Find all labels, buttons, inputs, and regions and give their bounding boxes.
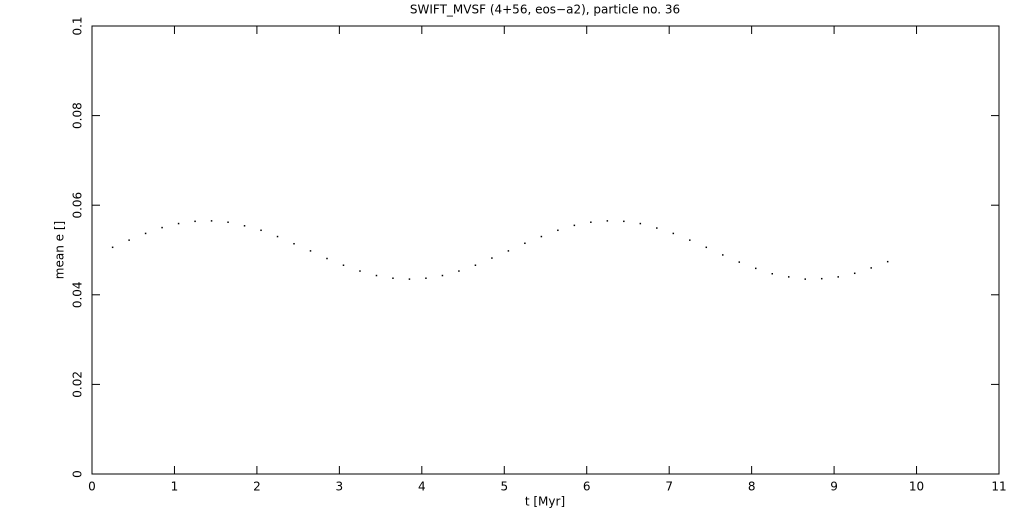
data-point — [639, 222, 642, 225]
data-point — [573, 224, 576, 227]
x-tick-label: 0 — [88, 480, 96, 494]
data-point — [491, 257, 493, 259]
data-point — [507, 250, 510, 252]
data-point — [738, 261, 741, 263]
x-tick-label: 9 — [830, 480, 838, 494]
data-point — [755, 267, 757, 270]
data-point — [425, 277, 427, 279]
data-point — [458, 270, 460, 272]
data-point — [837, 276, 839, 278]
chart-title: SWIFT_MVSF (4+56, eos−a2), particle no. … — [410, 3, 680, 17]
x-tick-label: 10 — [909, 480, 924, 494]
data-point — [243, 225, 246, 227]
data-point — [474, 264, 477, 266]
data-point — [161, 226, 163, 229]
data-point — [276, 235, 279, 238]
data-point — [557, 229, 559, 232]
x-tick-label: 1 — [171, 480, 179, 494]
data-point — [128, 239, 130, 241]
data-point — [408, 278, 411, 280]
data-point — [787, 276, 790, 278]
data-point — [293, 242, 295, 245]
y-tick-label: 0.02 — [71, 371, 85, 398]
data-point — [392, 277, 394, 279]
data-point — [623, 220, 625, 223]
plot-frame — [91, 25, 1000, 475]
data-point — [656, 227, 658, 229]
x-tick-label: 3 — [336, 480, 344, 494]
x-tick-label: 7 — [665, 480, 673, 494]
data-point — [804, 278, 806, 280]
y-tick-label: 0.06 — [71, 192, 85, 219]
data-point — [820, 277, 823, 280]
data-point — [524, 242, 526, 245]
data-point — [870, 267, 872, 269]
x-tick-label: 5 — [500, 480, 508, 494]
data-point — [853, 272, 856, 275]
y-tick-label: 0 — [71, 470, 85, 478]
data-point — [441, 274, 444, 277]
data-point — [260, 229, 262, 232]
data-point — [177, 222, 180, 225]
data-point — [771, 272, 773, 275]
data-point — [359, 270, 361, 272]
data-point — [606, 220, 609, 222]
data-point — [590, 221, 592, 223]
x-tick-label: 4 — [418, 480, 426, 494]
data-point — [326, 257, 328, 260]
x-tick-label: 6 — [583, 480, 591, 494]
data-point — [342, 264, 345, 266]
x-tick-label: 2 — [253, 480, 261, 494]
data-point — [111, 246, 114, 249]
data-point — [540, 235, 543, 238]
data-point — [144, 232, 147, 235]
data-point — [672, 232, 675, 235]
data-point — [722, 254, 724, 256]
x-tick-label: 8 — [748, 480, 756, 494]
x-axis-label: t [Myr] — [525, 495, 565, 509]
data-point — [210, 220, 213, 222]
y-tick-label: 0.04 — [71, 281, 85, 308]
y-tick-label: 0.1 — [71, 16, 85, 35]
data-point — [886, 260, 889, 263]
data-point — [375, 274, 378, 277]
data-point — [227, 221, 229, 223]
data-point — [194, 220, 196, 223]
data-point — [309, 250, 312, 252]
y-axis-label: mean e [] — [53, 221, 67, 279]
y-tick-label: 0.08 — [71, 102, 85, 129]
x-tick-label: 11 — [991, 480, 1006, 494]
data-point — [705, 246, 708, 249]
data-point — [689, 239, 691, 241]
